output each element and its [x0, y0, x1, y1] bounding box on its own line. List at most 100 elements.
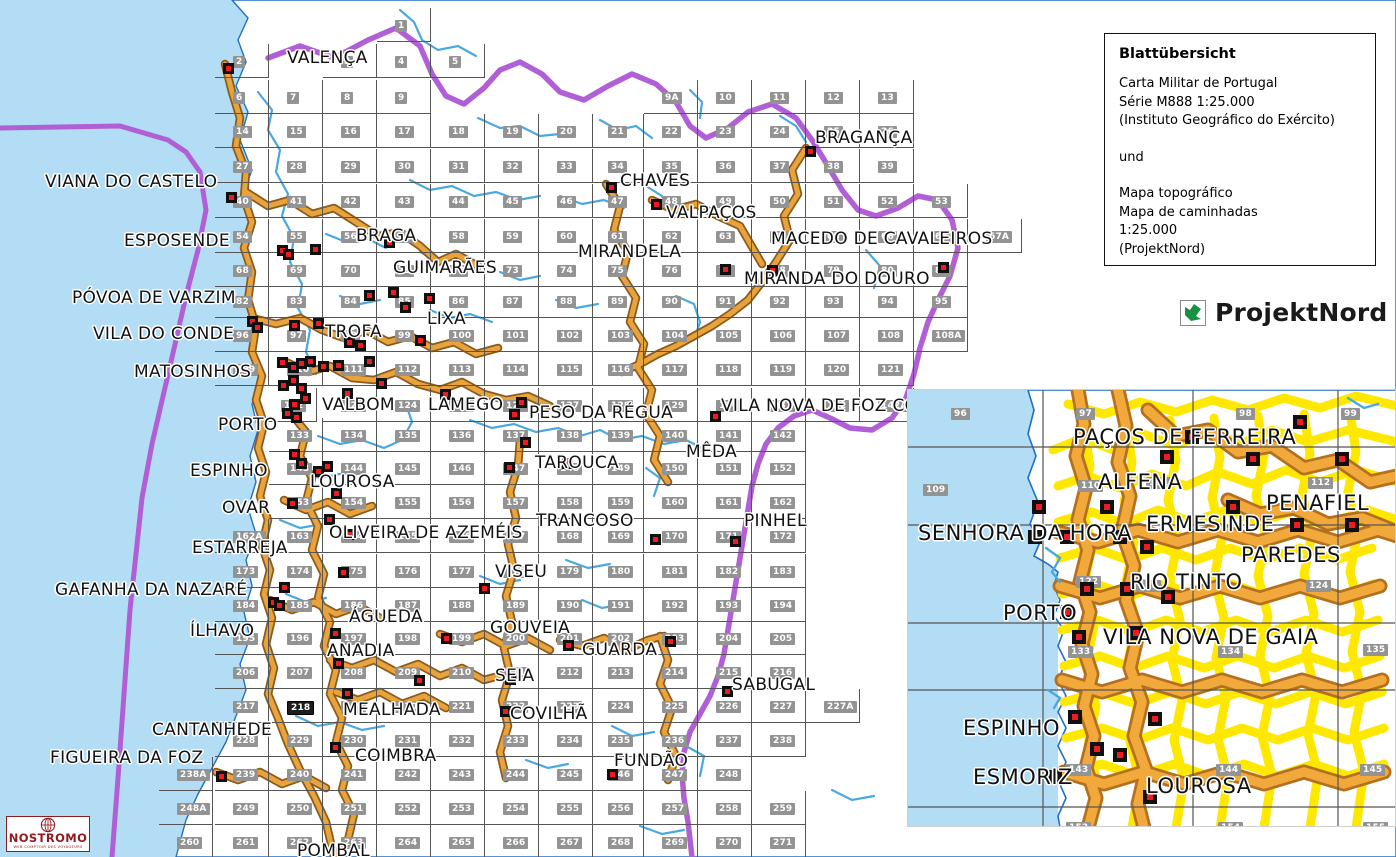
sheet-cell[interactable]	[539, 723, 593, 757]
sheet-number-label[interactable]: 142A	[878, 400, 911, 412]
sheet-number-label[interactable]: 181	[662, 566, 688, 578]
sheet-cell[interactable]	[269, 284, 323, 318]
sheet-number-label[interactable]: 40	[233, 196, 252, 208]
sheet-cell[interactable]	[485, 621, 539, 655]
sheet-cell[interactable]	[698, 388, 752, 422]
sheet-number-label[interactable]: 182	[716, 566, 742, 578]
sheet-number-label[interactable]: 13	[878, 92, 897, 104]
sheet-cell[interactable]	[539, 451, 593, 485]
sheet-cell[interactable]	[914, 318, 968, 352]
sheet-number-label[interactable]: 202	[608, 633, 634, 645]
sheet-number-label[interactable]: 72	[449, 265, 468, 277]
sheet-cell[interactable]	[485, 388, 539, 422]
sheet-number-label[interactable]: 67A	[986, 231, 1013, 243]
sheet-number-label[interactable]: 196	[287, 633, 313, 645]
sheet-cell[interactable]	[377, 253, 431, 287]
sheet-number-label[interactable]: 128	[608, 400, 634, 412]
sheet-cell[interactable]	[752, 80, 806, 114]
sheet-number-label[interactable]: 54	[233, 231, 252, 243]
sheet-number-label[interactable]: 174	[287, 566, 313, 578]
sheet-number-label[interactable]: 48	[662, 196, 681, 208]
inset-sheet-number-label[interactable]: 145	[1360, 764, 1386, 776]
sheet-number-label[interactable]: 212	[557, 667, 583, 679]
sheet-number-label[interactable]: 83	[287, 296, 306, 308]
sheet-cell[interactable]	[698, 588, 752, 622]
sheet-number-label[interactable]: 240	[287, 769, 313, 781]
sheet-number-label[interactable]: 124	[395, 400, 421, 412]
sheet-cell[interactable]	[377, 621, 431, 655]
sheet-number-label[interactable]: 44	[449, 196, 468, 208]
sheet-cell[interactable]	[323, 44, 377, 78]
sheet-cell[interactable]	[323, 253, 377, 287]
inset-sheet-number-label[interactable]: 96	[951, 408, 970, 420]
sheet-cell[interactable]	[806, 114, 860, 148]
sheet-number-label[interactable]: 179	[557, 566, 583, 578]
sheet-cell[interactable]	[752, 485, 806, 519]
sheet-number-label[interactable]: 76	[662, 265, 681, 277]
sheet-cell[interactable]	[590, 485, 644, 519]
sheet-number-label[interactable]: 116	[608, 364, 634, 376]
sheet-cell[interactable]	[539, 219, 593, 253]
sheet-cell[interactable]	[539, 757, 593, 791]
sheet-cell[interactable]	[485, 655, 539, 689]
sheet-number-label[interactable]: 97	[287, 330, 306, 342]
sheet-cell[interactable]	[323, 723, 377, 757]
sheet-number-label[interactable]: 87	[503, 296, 522, 308]
sheet-number-label[interactable]: 75	[608, 265, 627, 277]
sheet-number-label[interactable]: 42	[341, 196, 360, 208]
sheet-cell[interactable]	[590, 655, 644, 689]
sheet-cell[interactable]	[590, 219, 644, 253]
sheet-number-label[interactable]: 26	[878, 126, 897, 138]
sheet-number-label[interactable]: 119	[770, 364, 796, 376]
sheet-cell[interactable]	[215, 791, 269, 825]
sheet-number-label[interactable]: 135	[395, 430, 421, 442]
sheet-number-label[interactable]: 269	[662, 837, 688, 849]
sheet-number-label[interactable]: 24	[770, 126, 789, 138]
sheet-cell[interactable]	[485, 451, 539, 485]
sheet-number-label[interactable]: 74	[557, 265, 576, 277]
sheet-cell[interactable]	[431, 149, 485, 183]
sheet-cell[interactable]	[431, 418, 485, 452]
sheet-number-label[interactable]: 63	[716, 231, 735, 243]
sheet-cell[interactable]	[159, 757, 213, 791]
sheet-number-label[interactable]: 205	[770, 633, 796, 645]
sheet-number-label[interactable]: 130	[716, 400, 742, 412]
sheet-number-label[interactable]: 132	[824, 400, 850, 412]
sheet-cell[interactable]	[644, 318, 698, 352]
sheet-cell[interactable]	[431, 184, 485, 218]
sheet-cell[interactable]	[698, 519, 752, 553]
sheet-cell[interactable]	[914, 184, 968, 218]
sheet-cell[interactable]	[269, 825, 323, 857]
sheet-cell[interactable]	[644, 757, 698, 791]
sheet-number-label[interactable]: 150	[662, 463, 688, 475]
sheet-cell[interactable]	[269, 655, 323, 689]
sheet-cell[interactable]	[914, 284, 968, 318]
sheet-number-label[interactable]: 257	[662, 803, 688, 815]
sheet-cell[interactable]	[159, 825, 213, 857]
sheet-cell[interactable]	[269, 219, 323, 253]
sheet-cell[interactable]	[485, 485, 539, 519]
sheet-number-label[interactable]: 151	[716, 463, 742, 475]
sheet-cell[interactable]	[698, 253, 752, 287]
sheet-cell[interactable]	[215, 519, 269, 553]
sheet-number-label[interactable]: 176	[395, 566, 421, 578]
sheet-cell[interactable]	[590, 554, 644, 588]
sheet-cell[interactable]	[377, 689, 431, 723]
sheet-number-label[interactable]: 185	[287, 600, 313, 612]
sheet-cell[interactable]	[698, 451, 752, 485]
sheet-cell[interactable]	[431, 44, 485, 78]
sheet-number-label[interactable]: 165	[395, 531, 421, 543]
sheet-cell[interactable]	[590, 723, 644, 757]
sheet-number-label[interactable]: 232	[449, 735, 475, 747]
sheet-cell[interactable]	[485, 219, 539, 253]
sheet-number-label[interactable]: 145	[395, 463, 421, 475]
sheet-number-label[interactable]: 20	[557, 126, 576, 138]
sheet-number-label[interactable]: 227A	[824, 701, 857, 713]
sheet-cell[interactable]	[485, 318, 539, 352]
sheet-number-label[interactable]: 159	[608, 497, 634, 509]
projektnord-logo[interactable]: ProjektNord	[1180, 298, 1387, 327]
sheet-cell[interactable]	[752, 253, 806, 287]
sheet-number-label[interactable]: 46	[557, 196, 576, 208]
sheet-number-label[interactable]: 167	[503, 531, 529, 543]
sheet-number-label[interactable]: 163	[287, 531, 313, 543]
